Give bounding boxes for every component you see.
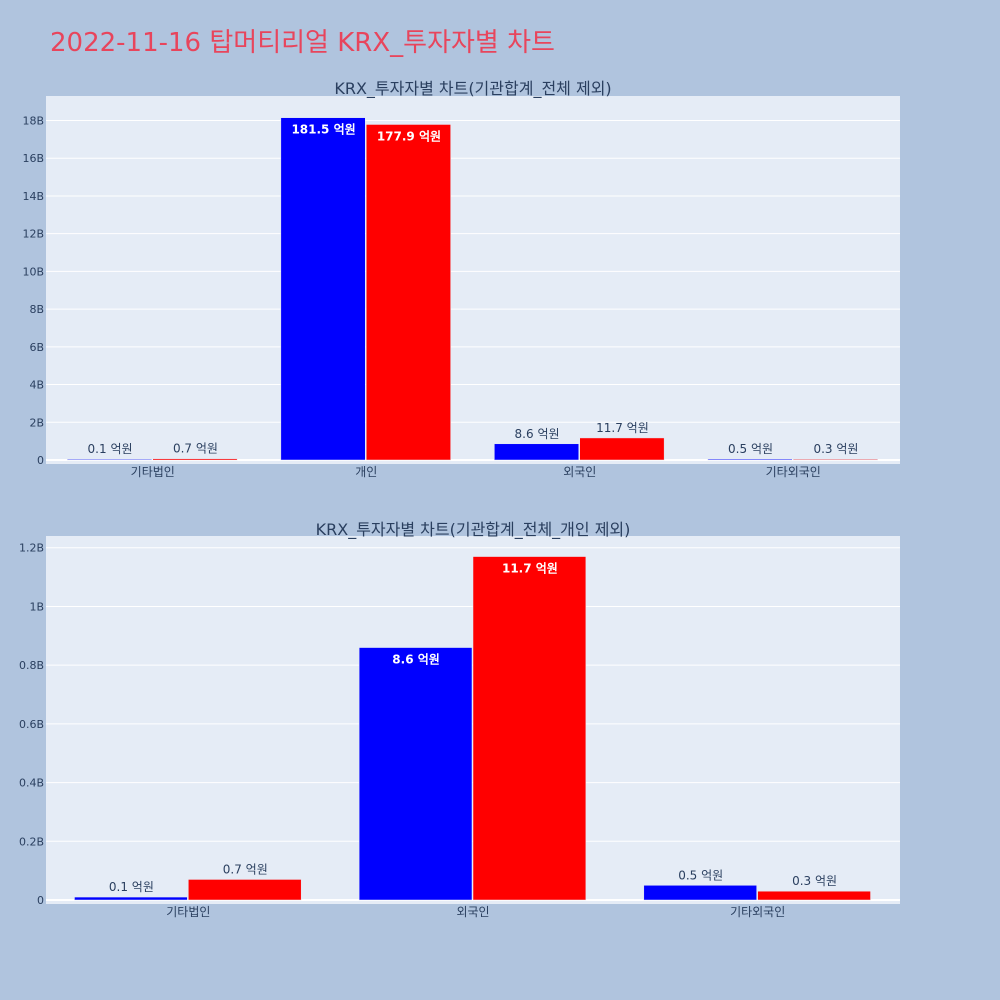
chart-1: 0 2B 4B 6B 8B 10B 12B 14B 16B 18B KRX_투자자별 차트(기관합계… [22,79,900,479]
data-label: 8.6 억원 [515,427,560,441]
bar [280,117,366,461]
y-tick-label: 0.8B [19,659,44,672]
y-tick-label: 8B [29,303,44,316]
y-tick-label: 0 [37,894,44,907]
bar [188,879,302,901]
data-label: 0.5 억원 [728,442,773,456]
y-tick-label: 0 [37,454,44,467]
bar [494,443,580,461]
x-tick-label: 개인 [355,465,377,479]
data-label: 0.7 억원 [173,442,218,456]
y-tick-label: 0.2B [19,835,44,848]
data-label: 177.9 억원 [377,129,441,143]
y-tick-label: 2B [29,416,44,429]
y-tick-label: 18B [22,115,44,128]
y-tick-label: 0.4B [19,777,44,790]
x-tick-label: 기타외국인 [766,465,821,479]
y-tick-label: 0.6B [19,718,44,731]
chart-title: KRX_투자자별 차트(기관합계_전체 제외) [334,79,611,99]
y-tick-label: 14B [22,190,44,203]
bar [472,556,587,901]
bar [757,890,871,901]
bar [67,458,152,461]
bar [643,885,757,901]
y-tick-label: 16B [22,152,44,165]
x-tick-label: 외국인 [563,465,596,479]
data-label: 11.7 억원 [502,562,558,576]
y-tick-label: 1.2B [19,542,44,555]
bar [74,896,188,901]
data-label: 0.3 억원 [813,442,858,456]
bar [366,124,451,461]
bar [579,437,665,461]
x-tick-label: 기타법인 [131,465,175,479]
chart-2: 0 0.2B 0.4B 0.6B 0.8B 1B 1.2B KRX_투자자별 차트(기관합계_… [19,520,900,919]
y-tick-label: 10B [22,265,44,278]
x-tick-label: 기타법인 [166,905,210,919]
plot-area [46,96,900,464]
x-tick-label: 외국인 [456,905,489,919]
bar [707,458,793,461]
data-label: 0.1 억원 [88,442,133,456]
data-label: 0.1 억원 [109,880,154,894]
y-tick-label: 4B [29,379,44,392]
bar [358,647,473,901]
data-label: 0.7 억원 [223,862,268,876]
y-tick-label: 6B [29,341,44,354]
data-label: 181.5 억원 [291,123,355,137]
data-label: 0.5 억원 [678,868,723,882]
y-tick-label: 12B [22,228,44,241]
bar [793,458,878,461]
data-label: 11.7 억원 [596,421,649,435]
chart-title: KRX_투자자별 차트(기관합계_전체_개인 제외) [316,520,631,540]
data-label: 8.6 억원 [392,653,440,667]
y-tick-label: 1B [29,600,44,613]
x-tick-label: 기타외국인 [730,905,785,919]
data-label: 0.3 억원 [792,874,837,888]
page-title: 2022-11-16 탑머티리얼 KRX_투자자별 차트 [50,28,555,58]
bar [152,458,238,461]
